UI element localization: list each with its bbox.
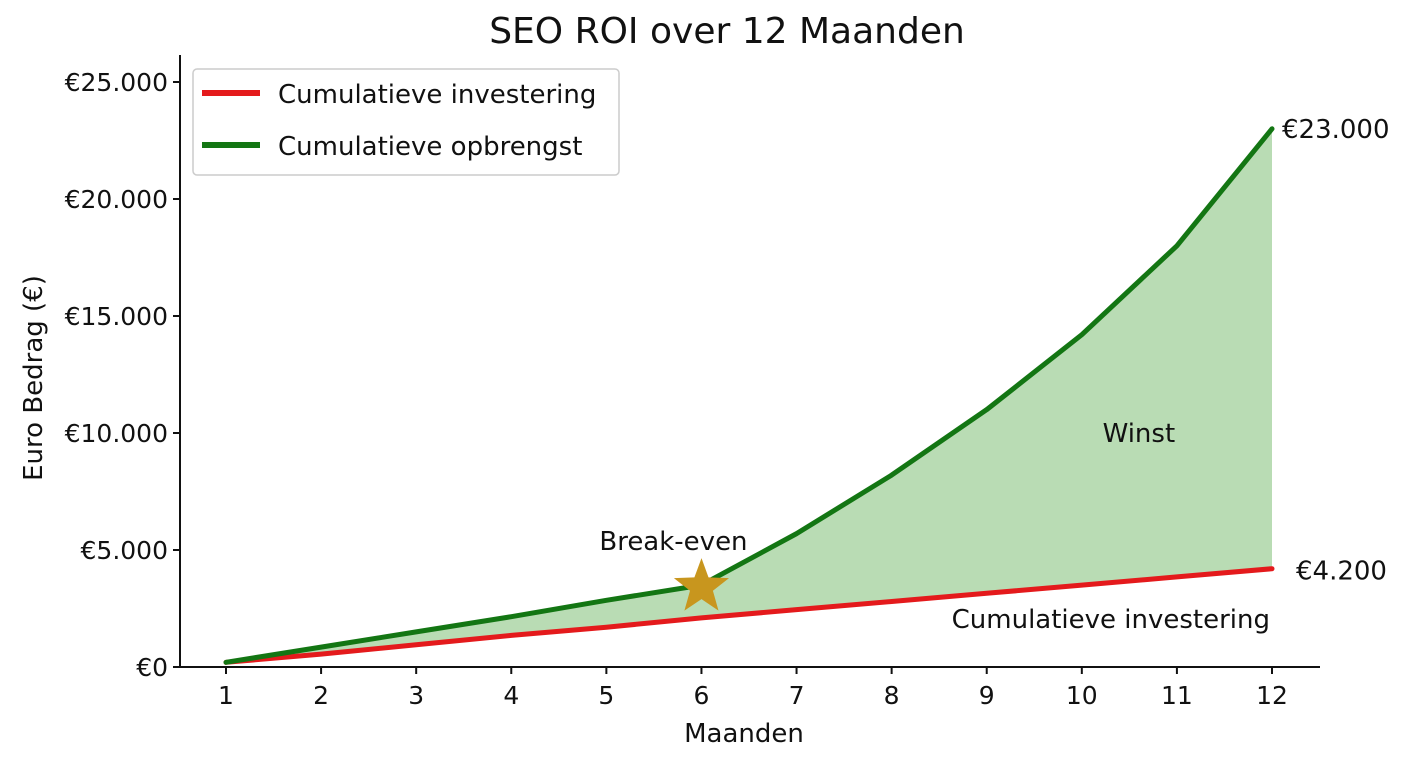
y-tick-label: €10.000 (65, 419, 168, 448)
series-line-investering (223, 566, 1275, 665)
x-tick-label: 11 (1161, 681, 1193, 710)
investment-line-label: Cumulatieve investering (952, 605, 1270, 635)
x-tick-label: 1 (218, 681, 234, 710)
x-tick-label: 3 (408, 681, 424, 710)
y-tick-label: €15.000 (65, 302, 168, 331)
y-tick-label: €20.000 (65, 185, 168, 214)
y-axis-title: Euro Bedrag (€) (19, 275, 49, 481)
series-lines (223, 126, 1275, 665)
profit-area (226, 128, 1272, 663)
x-ticks: 1 2 3 4 5 6 7 8 9 10 11 12 (218, 667, 1288, 710)
annotations: Break-even Winst Cumulatieve investering… (599, 115, 1389, 635)
series-line-opbrengst (223, 126, 1275, 665)
x-tick-label: 7 (789, 681, 805, 710)
legend-label-opbrengst: Cumulatieve opbrengst (278, 132, 582, 162)
x-tick-label: 12 (1256, 681, 1288, 710)
profit-fill (226, 128, 1272, 663)
x-tick-label: 2 (313, 681, 329, 710)
x-tick-label: 10 (1066, 681, 1098, 710)
x-tick-label: 8 (884, 681, 900, 710)
y-tick-label: €5.000 (81, 536, 168, 565)
end-investment-label: €4.200 (1296, 557, 1387, 587)
end-revenue-label: €23.000 (1282, 115, 1390, 145)
legend-box (192, 68, 620, 176)
x-tick-label: 9 (979, 681, 995, 710)
y-tick-label: €0 (136, 653, 168, 682)
break-even-star-icon (673, 558, 729, 611)
break-even-label: Break-even (599, 527, 747, 557)
y-tick-label: €25.000 (65, 68, 168, 97)
profit-label: Winst (1103, 419, 1176, 449)
x-tick-label: 4 (503, 681, 519, 710)
legend: Cumulatieve investering Cumulatieve opbr… (192, 68, 620, 176)
legend-label-investering: Cumulatieve investering (278, 80, 596, 110)
y-ticks: €0 €5.000 €10.000 €15.000 €20.000 €25.000 (65, 68, 180, 682)
x-axis-title: Maanden (684, 719, 804, 749)
x-tick-label: 5 (598, 681, 614, 710)
chart-title: SEO ROI over 12 Maanden (489, 11, 965, 52)
x-tick-label: 6 (694, 681, 710, 710)
